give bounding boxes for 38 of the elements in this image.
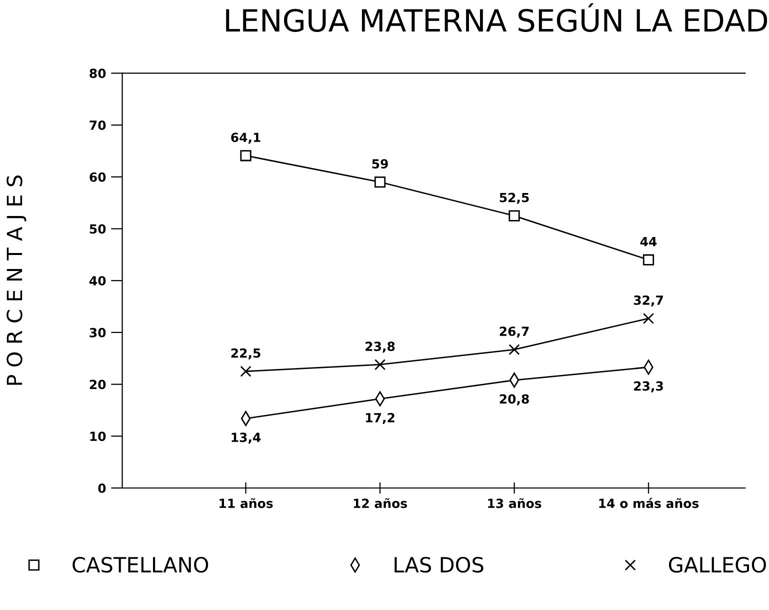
x-tick-label: 13 años bbox=[488, 498, 542, 508]
x-tick-label: 11 años bbox=[220, 498, 273, 508]
data-label: 44 bbox=[640, 237, 657, 246]
y-tick-label: 60 bbox=[90, 172, 106, 182]
point bbox=[642, 312, 654, 324]
data-label: 64,1 bbox=[231, 132, 260, 144]
y-tick-label: 0 bbox=[98, 483, 106, 493]
point bbox=[642, 254, 654, 266]
point bbox=[240, 366, 252, 377]
y-tick-label: 80 bbox=[90, 68, 106, 78]
x-tick-label: 12 años bbox=[354, 498, 407, 508]
y-tick-label: 70 bbox=[90, 120, 106, 130]
y-axis-title: P O R C E N T A J E S bbox=[6, 176, 26, 385]
data-label: 13,4 bbox=[232, 432, 261, 444]
legend-label: GALLEGO bbox=[668, 556, 766, 573]
data-label: 20,8 bbox=[500, 394, 529, 406]
data-label: 26,7 bbox=[500, 326, 529, 338]
point bbox=[508, 210, 520, 222]
y-tick-label: 20 bbox=[90, 380, 106, 390]
data-label: 59 bbox=[372, 159, 388, 169]
point bbox=[240, 150, 252, 162]
y-tick-label: 10 bbox=[90, 432, 106, 442]
y-tick-label: 40 bbox=[89, 276, 106, 286]
chart-title: LENGUA MATERNA SEGÚN LA EDAD bbox=[226, 3, 768, 32]
data-label: 23,8 bbox=[366, 342, 395, 353]
legend-label: LAS DOS bbox=[394, 556, 484, 573]
data-label: 32,7 bbox=[634, 295, 663, 307]
data-label: 22,5 bbox=[231, 348, 260, 360]
y-tick-label: 50 bbox=[90, 224, 106, 234]
y-tick-label: 30 bbox=[90, 328, 106, 338]
x-tick-label: 14 o más años bbox=[599, 498, 699, 508]
data-label: 17,2 bbox=[366, 412, 394, 424]
point bbox=[374, 359, 386, 370]
data-label: 52,5 bbox=[500, 192, 529, 204]
point bbox=[374, 176, 386, 188]
data-label: 23,3 bbox=[634, 381, 663, 392]
point bbox=[508, 344, 520, 356]
legend-label: CASTELLANO bbox=[72, 556, 208, 573]
